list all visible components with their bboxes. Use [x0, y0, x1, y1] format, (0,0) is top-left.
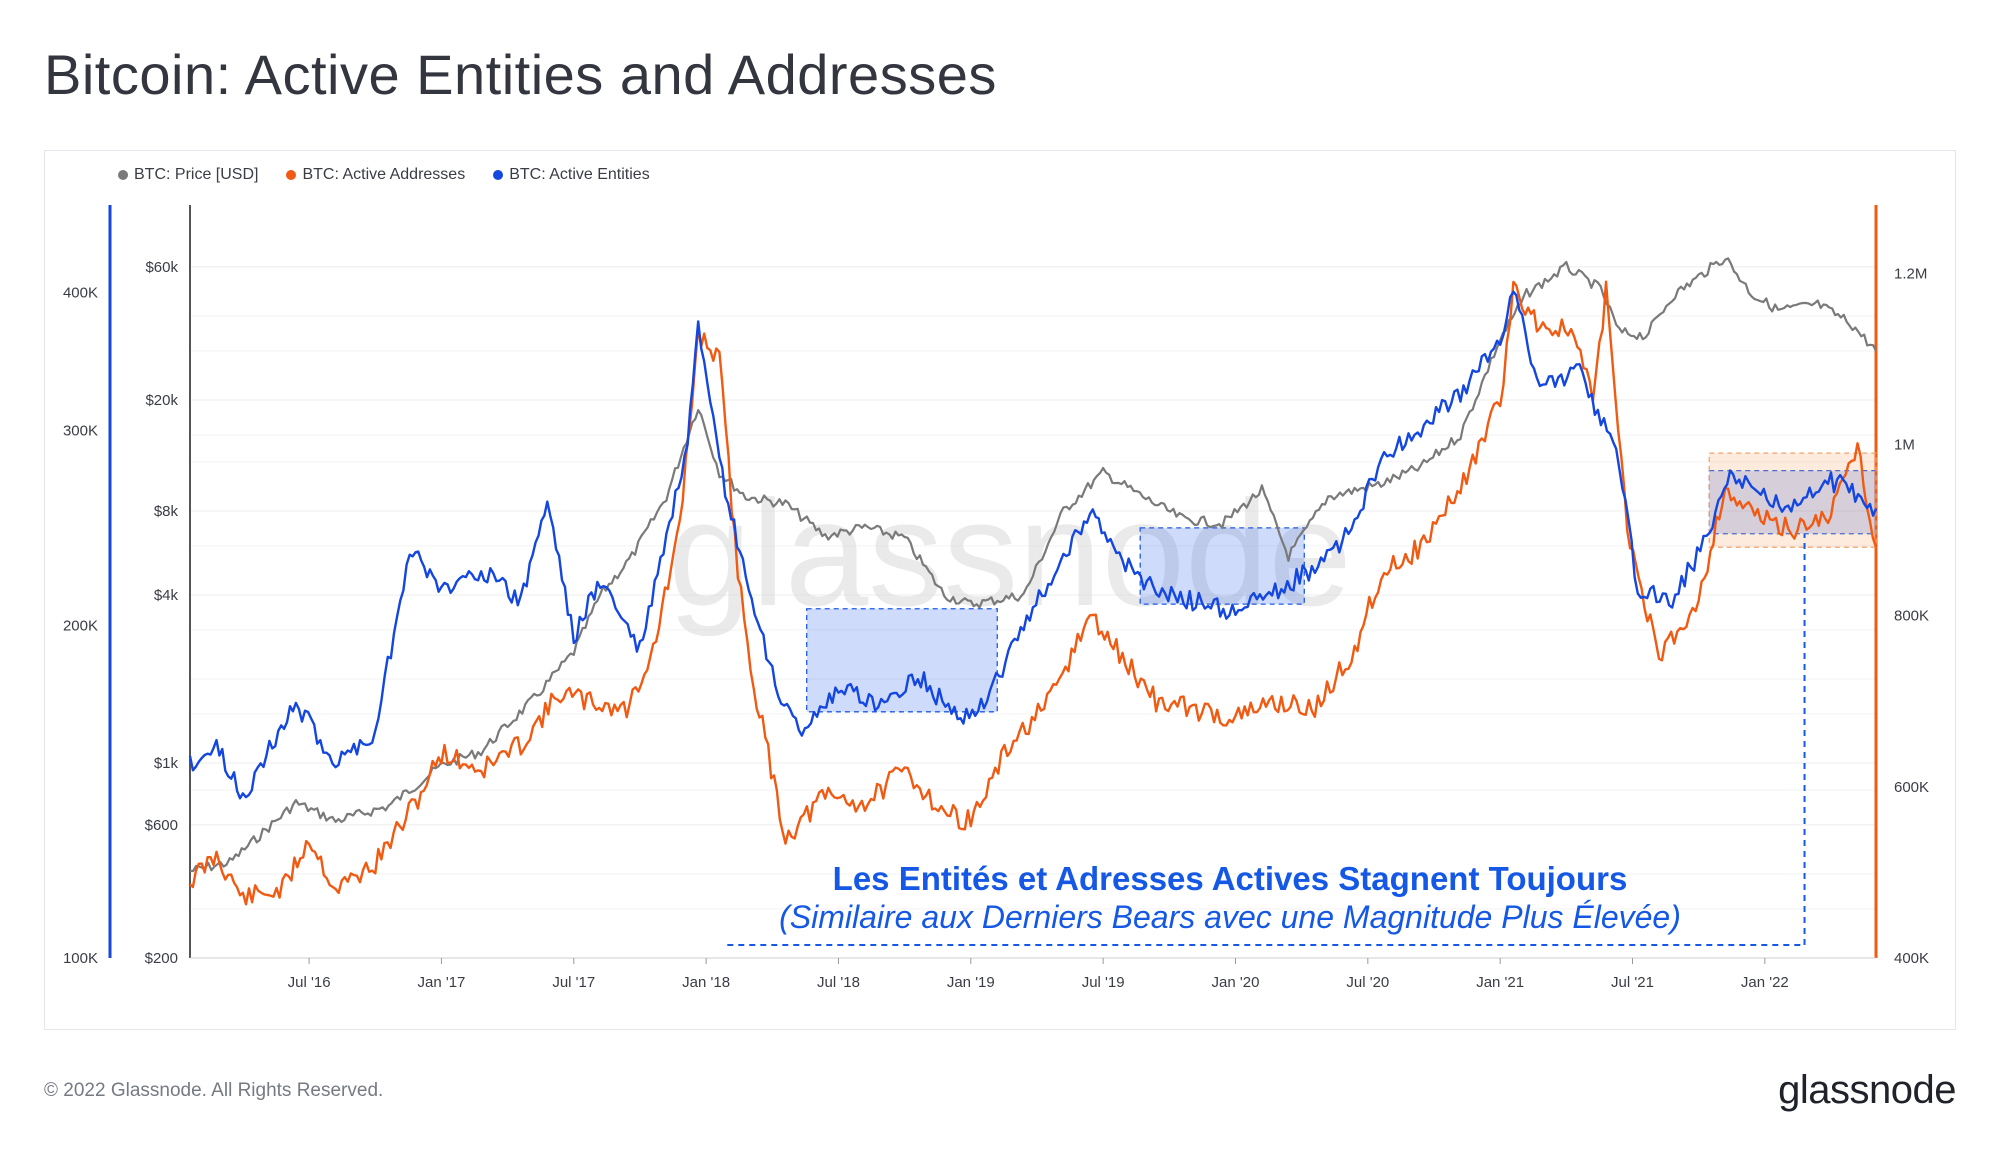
- legend-label-addresses: BTC: Active Addresses: [302, 166, 466, 183]
- x-tick-label: Jul '20: [1346, 974, 1389, 991]
- legend-dot-price: [118, 170, 128, 180]
- page-title: Bitcoin: Active Entities and Addresses: [44, 43, 997, 106]
- x-tick-label: Jan '22: [1741, 974, 1789, 991]
- legend-item-addresses[interactable]: BTC: Active Addresses: [286, 166, 465, 184]
- x-tick-label: Jan '20: [1212, 974, 1260, 991]
- addresses-tick-label: 600K: [1894, 779, 1929, 796]
- legend-dot-entities: [493, 170, 504, 180]
- x-tick-label: Jan '18: [682, 974, 730, 991]
- addresses-tick-label: 1.2M: [1894, 265, 1927, 282]
- price-tick-label: $1k: [154, 755, 179, 772]
- addresses-tick-label: 1M: [1894, 437, 1915, 454]
- x-tick-label: Jul '17: [552, 974, 595, 991]
- x-tick-label: Jan '21: [1476, 974, 1524, 991]
- x-tick-label: Jul '21: [1611, 974, 1654, 991]
- legend-item-price[interactable]: BTC: Price [USD]: [118, 166, 258, 184]
- legend-dot-addresses: [286, 170, 297, 180]
- price-tick-label: $20k: [145, 392, 178, 409]
- chart-legend: BTC: Price [USD] BTC: Active Addresses B…: [118, 166, 650, 184]
- x-tick-label: Jan '19: [947, 974, 995, 991]
- entities-series-line: [188, 290, 1878, 800]
- watermark-text: glassnode: [668, 469, 1352, 637]
- price-tick-label: $4k: [154, 587, 179, 604]
- chart-panel: [44, 150, 1956, 1030]
- price-tick-label: $200: [145, 950, 178, 967]
- annotation-subtitle: (Similaire aux Derniers Bears avec une M…: [779, 899, 1681, 935]
- x-tick-label: Jul '19: [1082, 974, 1125, 991]
- entities-tick-label: 100K: [63, 950, 98, 967]
- addresses-series-line: [189, 280, 1878, 906]
- price-tick-label: $60k: [145, 259, 178, 276]
- addresses-tick-label: 400K: [1894, 950, 1929, 967]
- legend-label-price: BTC: Price [USD]: [134, 166, 259, 183]
- entities-tick-label: 200K: [63, 617, 98, 634]
- entities-tick-label: 400K: [63, 285, 98, 302]
- legend-item-entities[interactable]: BTC: Active Entities: [493, 166, 650, 184]
- legend-label-entities: BTC: Active Entities: [509, 166, 650, 183]
- price-tick-label: $600: [145, 817, 178, 834]
- copyright-text: © 2022 Glassnode. All Rights Reserved.: [44, 1080, 384, 1101]
- entities-tick-label: 300K: [63, 423, 98, 440]
- x-tick-label: Jul '18: [817, 974, 860, 991]
- x-tick-label: Jul '16: [288, 974, 331, 991]
- glassnode-logo: glassnode: [1778, 1068, 1956, 1112]
- x-tick-label: Jan '17: [417, 974, 465, 991]
- price-tick-label: $8k: [154, 503, 179, 520]
- annotation-title: Les Entités et Adresses Actives Stagnent…: [833, 860, 1628, 897]
- addresses-tick-label: 800K: [1894, 608, 1929, 625]
- price-series-line: [189, 257, 1877, 873]
